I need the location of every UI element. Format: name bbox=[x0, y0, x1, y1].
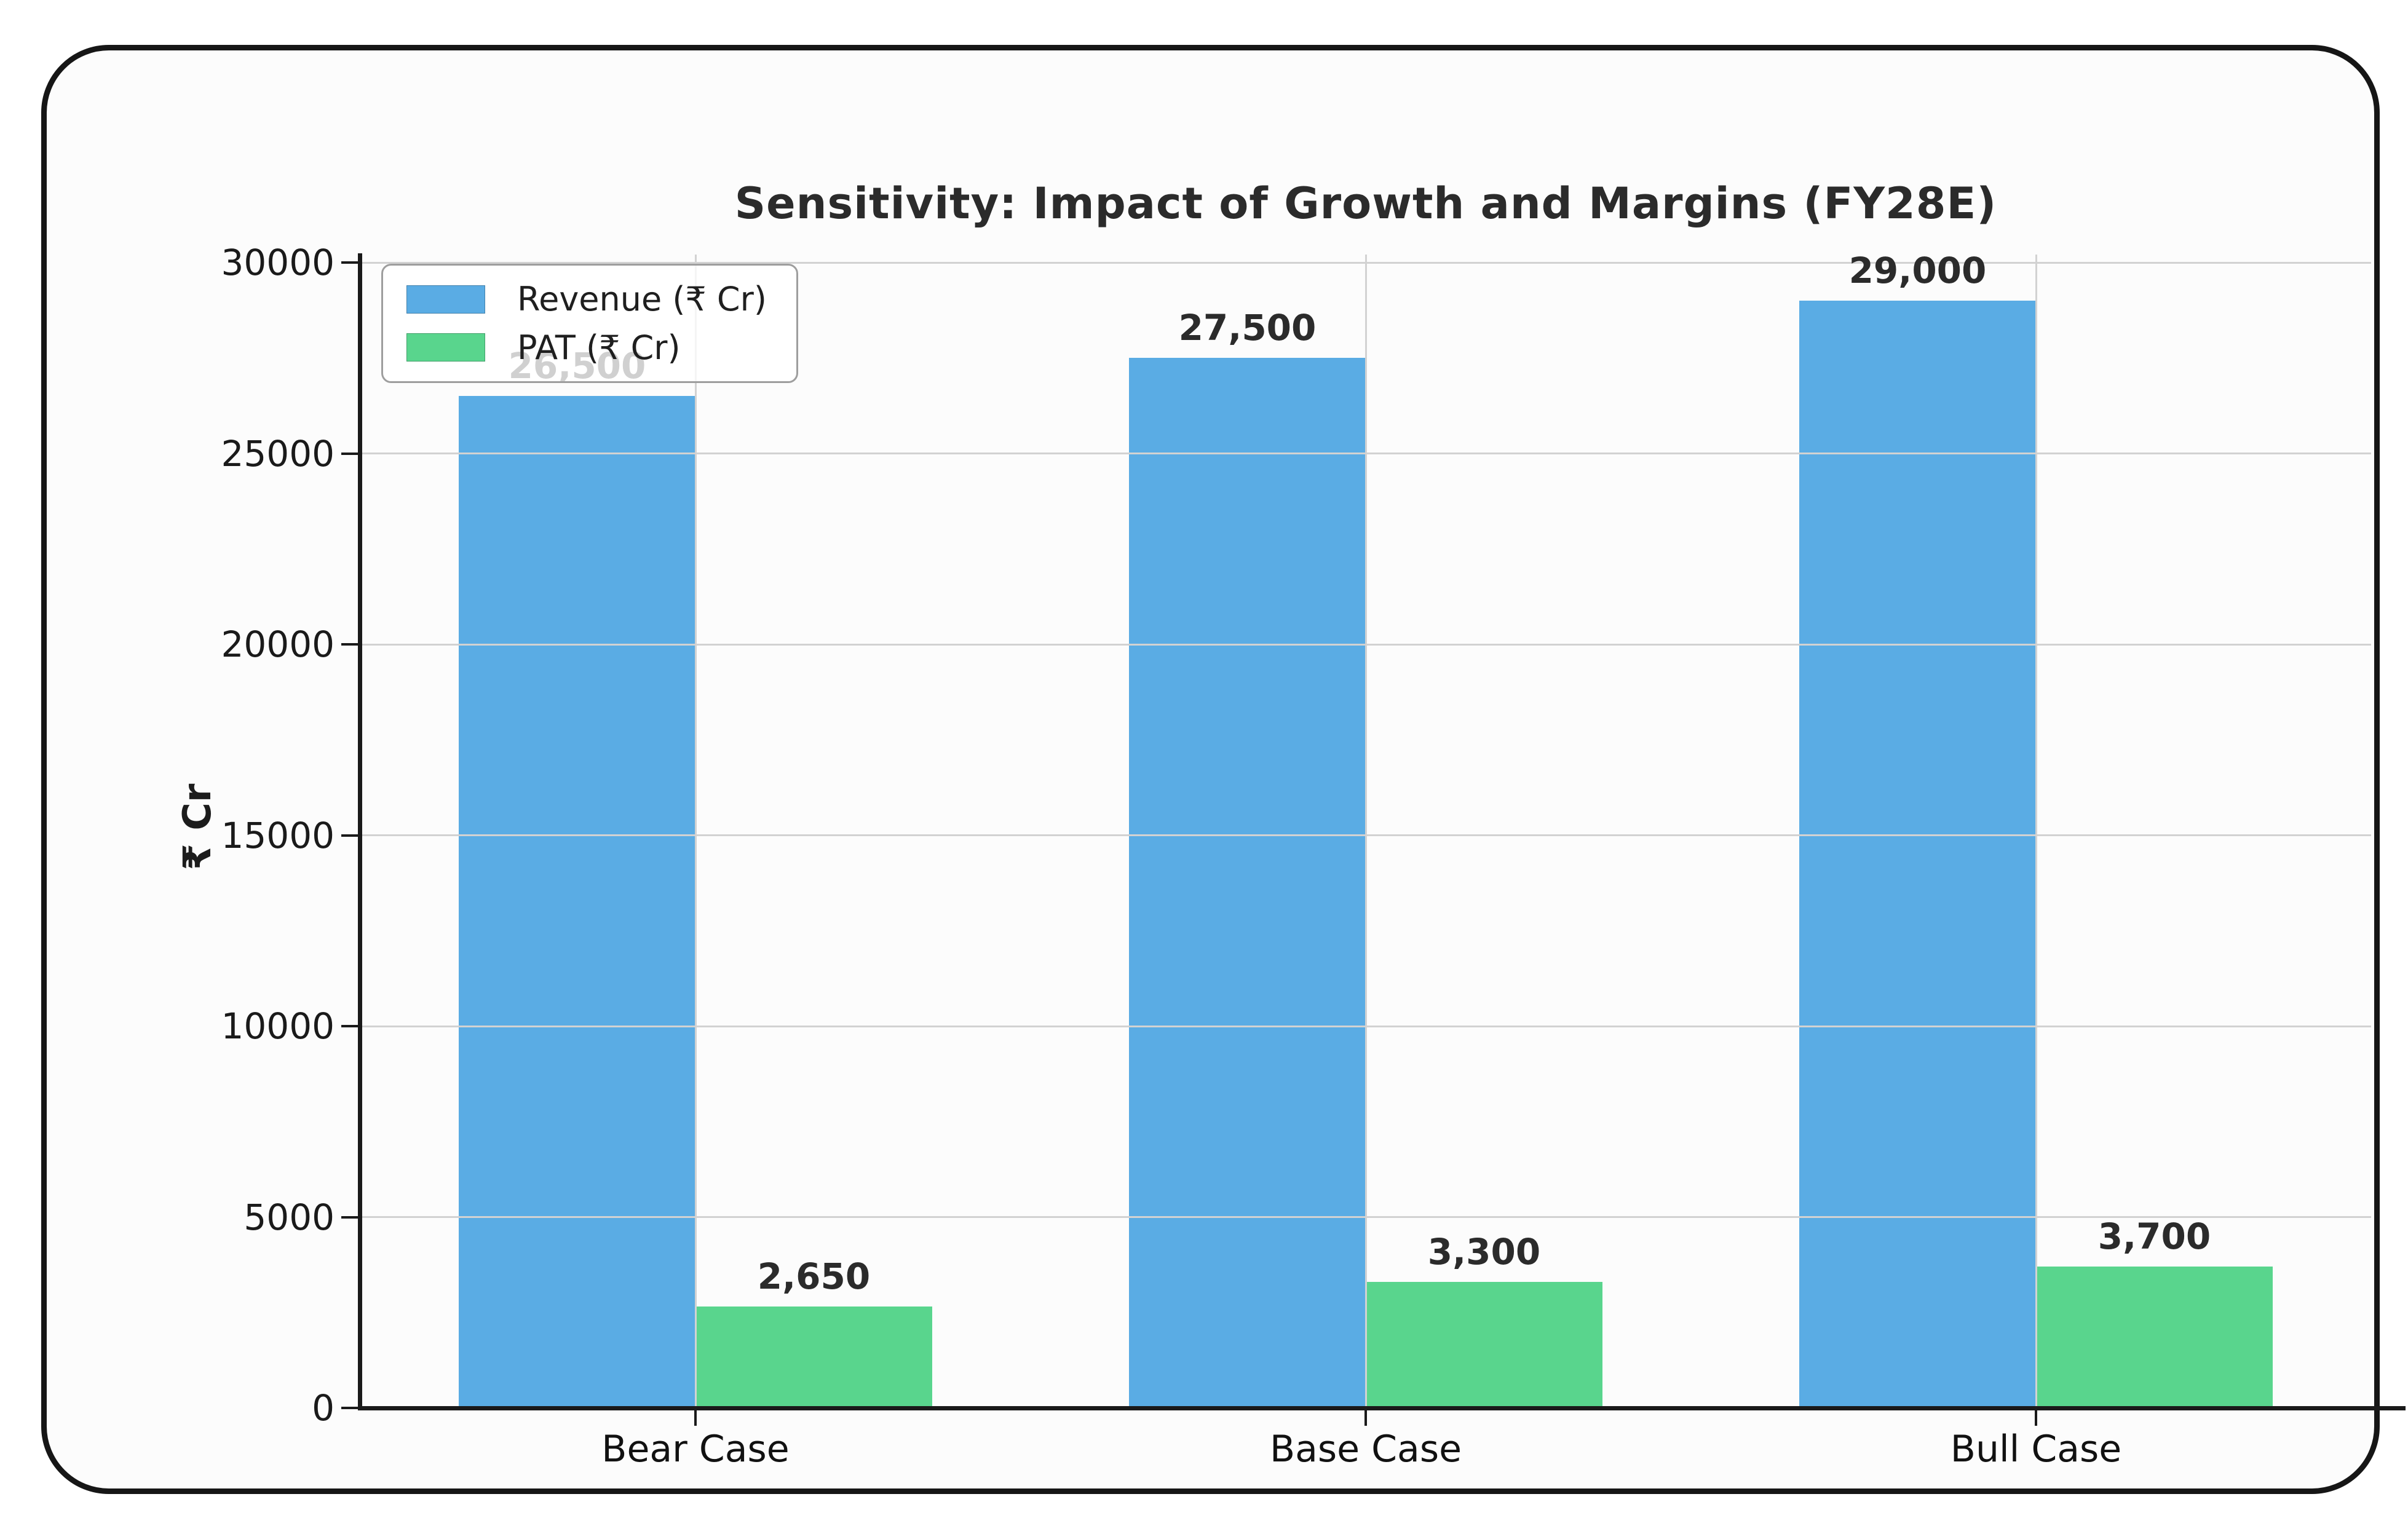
legend: Revenue (₹ Cr) PAT (₹ Cr) bbox=[381, 264, 798, 383]
legend-item-revenue: Revenue (₹ Cr) bbox=[406, 280, 796, 318]
chart-title: Sensitivity: Impact of Growth and Margin… bbox=[734, 178, 1997, 229]
xtick-label-2: Bull Case bbox=[1950, 1428, 2122, 1471]
bar-pat-bear-case bbox=[695, 1307, 932, 1408]
legend-swatch-pat bbox=[406, 333, 485, 362]
ytick-label-20000: 20000 bbox=[221, 623, 335, 665]
x-axis-spine bbox=[358, 1406, 2406, 1410]
ytick-label-0: 0 bbox=[312, 1387, 335, 1429]
bar-revenue-base-case bbox=[1129, 358, 1366, 1408]
y-axis-spine bbox=[358, 253, 362, 1410]
ytick-mark-20000 bbox=[341, 643, 358, 646]
bar-value-label-pat-0: 2,650 bbox=[757, 1255, 871, 1298]
xtick-label-1: Base Case bbox=[1269, 1428, 1462, 1471]
gridline-x-1 bbox=[1364, 255, 1367, 1406]
xtick-mark-1 bbox=[1364, 1410, 1367, 1426]
bar-revenue-bull-case bbox=[1799, 301, 2036, 1408]
ytick-label-15000: 15000 bbox=[221, 814, 335, 856]
bar-value-label-pat-2: 3,700 bbox=[2097, 1216, 2211, 1258]
legend-label-revenue: Revenue (₹ Cr) bbox=[517, 280, 767, 319]
chart-card: Sensitivity: Impact of Growth and Margin… bbox=[41, 45, 2406, 1494]
legend-label-pat: PAT (₹ Cr) bbox=[517, 328, 681, 367]
ytick-mark-10000 bbox=[341, 1025, 358, 1027]
legend-swatch-revenue bbox=[406, 285, 485, 314]
xtick-mark-2 bbox=[2035, 1410, 2037, 1426]
xtick-label-0: Bear Case bbox=[601, 1428, 790, 1471]
ytick-mark-15000 bbox=[341, 834, 358, 837]
ytick-mark-25000 bbox=[341, 452, 358, 455]
ytick-mark-5000 bbox=[341, 1216, 358, 1219]
ytick-label-25000: 25000 bbox=[221, 432, 335, 475]
bar-value-label-pat-1: 3,300 bbox=[1427, 1231, 1541, 1273]
bar-pat-base-case bbox=[1366, 1282, 1602, 1408]
bar-revenue-bear-case bbox=[459, 396, 695, 1408]
gridline-x-2 bbox=[2035, 255, 2037, 1406]
bar-value-label-revenue-2: 29,000 bbox=[1848, 250, 1987, 292]
ytick-label-10000: 10000 bbox=[221, 1005, 335, 1047]
ytick-mark-30000 bbox=[341, 261, 358, 264]
gridline-x-0 bbox=[694, 255, 697, 1406]
legend-item-pat: PAT (₹ Cr) bbox=[406, 328, 796, 367]
xtick-mark-0 bbox=[694, 1410, 697, 1426]
ytick-label-30000: 30000 bbox=[221, 242, 335, 283]
bar-value-label-revenue-1: 27,500 bbox=[1178, 307, 1317, 349]
ytick-mark-0 bbox=[341, 1407, 358, 1409]
bar-pat-bull-case bbox=[2036, 1267, 2273, 1408]
ytick-label-5000: 5000 bbox=[244, 1196, 335, 1238]
